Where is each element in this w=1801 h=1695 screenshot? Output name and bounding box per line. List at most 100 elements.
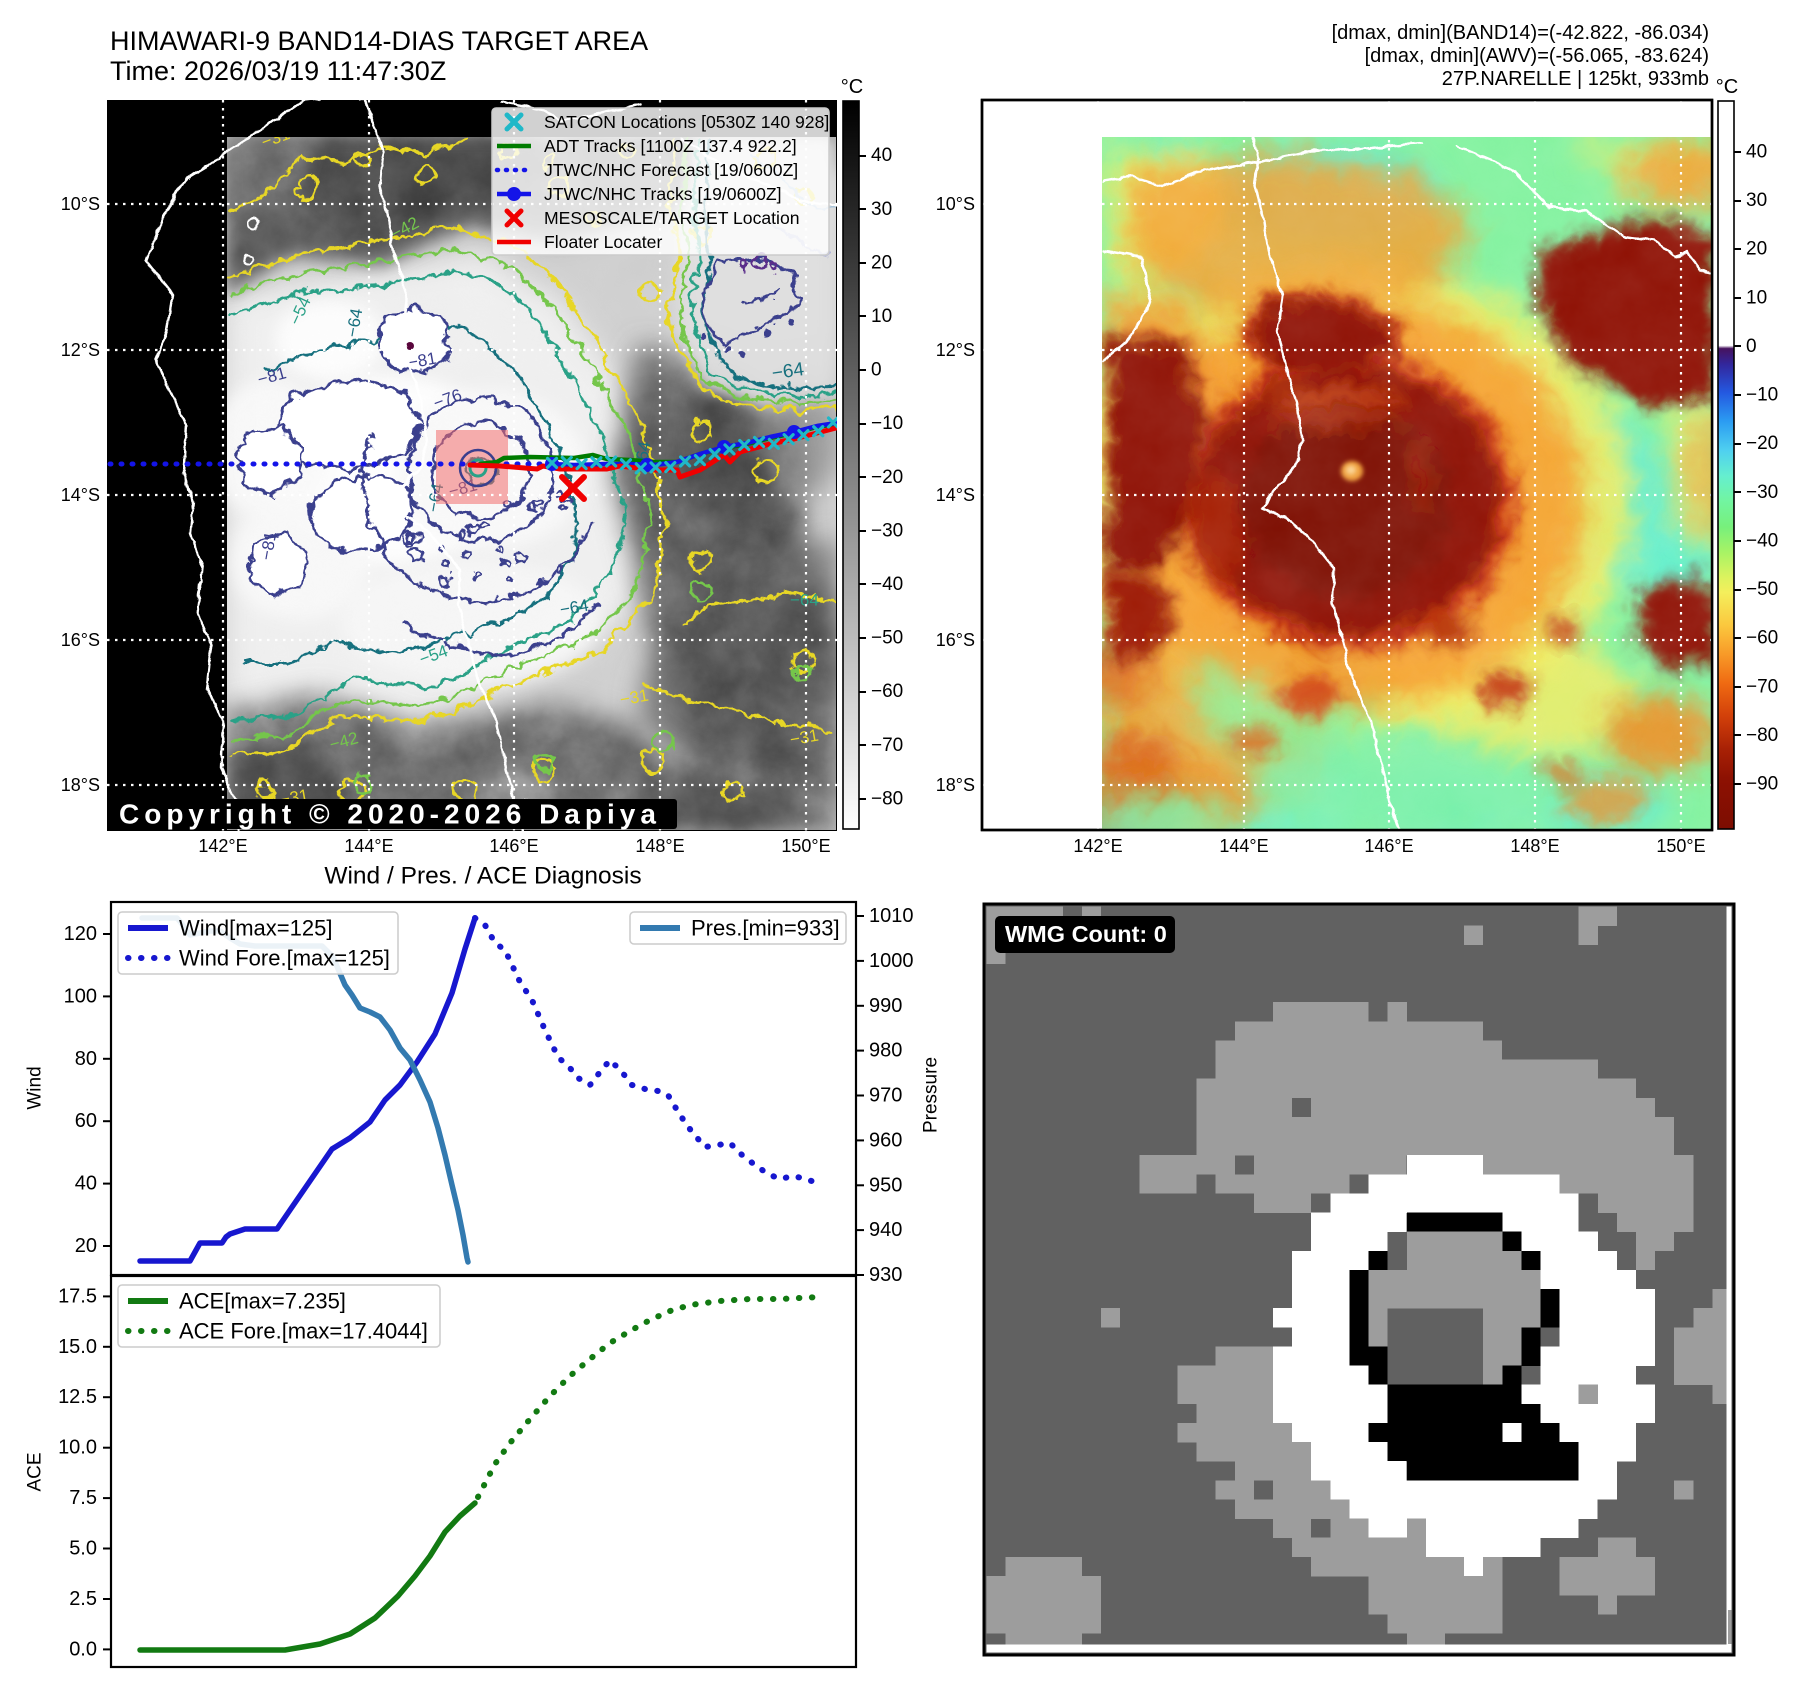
svg-text:14°S: 14°S: [61, 485, 100, 505]
svg-text:10.0: 10.0: [58, 1437, 97, 1459]
svg-text:7.5: 7.5: [69, 1487, 97, 1509]
svg-text:WMG Count: 0: WMG Count: 0: [1005, 921, 1167, 947]
svg-text:14°S: 14°S: [936, 485, 975, 505]
svg-text:−70: −70: [871, 735, 903, 756]
svg-text:120: 120: [64, 923, 97, 945]
svg-text:16°S: 16°S: [61, 630, 100, 650]
svg-text:−90: −90: [1746, 774, 1778, 795]
svg-text:0.0: 0.0: [69, 1638, 97, 1660]
svg-text:SATCON Locations [0530Z 140 92: SATCON Locations [0530Z 140 928]: [544, 112, 829, 132]
svg-text:−64: −64: [558, 596, 590, 620]
svg-text:10°S: 10°S: [61, 194, 100, 214]
svg-text:−81: −81: [257, 530, 281, 562]
svg-text:Wind[max=125]: Wind[max=125]: [179, 916, 332, 941]
svg-text:HIMAWARI-9 BAND14-DIAS TARGET: HIMAWARI-9 BAND14-DIAS TARGET AREA: [110, 26, 648, 56]
svg-text:60: 60: [75, 1110, 97, 1132]
svg-text:142°E: 142°E: [1073, 836, 1122, 856]
svg-text:930: 930: [869, 1264, 902, 1286]
svg-text:−64: −64: [790, 591, 819, 610]
svg-text:Wind: Wind: [25, 1066, 46, 1109]
svg-text:148°E: 148°E: [635, 836, 684, 856]
svg-text:18°S: 18°S: [936, 775, 975, 795]
svg-text:MESOSCALE/TARGET Location: MESOSCALE/TARGET Location: [544, 208, 800, 228]
svg-text:15.0: 15.0: [58, 1336, 97, 1358]
svg-text:100: 100: [64, 985, 97, 1007]
svg-text:1010: 1010: [869, 905, 914, 927]
svg-text:18°S: 18°S: [61, 775, 100, 795]
svg-text:Pres.[min=933]: Pres.[min=933]: [691, 916, 840, 941]
svg-text:10: 10: [1746, 287, 1767, 308]
svg-text:30: 30: [871, 199, 892, 220]
svg-text:°C: °C: [841, 76, 863, 98]
svg-text:−10: −10: [871, 413, 903, 434]
svg-text:960: 960: [869, 1129, 902, 1151]
svg-text:ACE[max=7.235]: ACE[max=7.235]: [179, 1289, 346, 1314]
svg-text:40: 40: [1746, 142, 1767, 163]
svg-text:−50: −50: [1746, 579, 1778, 600]
svg-text:144°E: 144°E: [344, 836, 393, 856]
svg-text:ACE Fore.[max=17.4044]: ACE Fore.[max=17.4044]: [179, 1319, 428, 1344]
svg-text:−30: −30: [871, 520, 903, 541]
svg-text:20: 20: [871, 252, 892, 273]
svg-text:JTWC/NHC Forecast [19/0600Z]: JTWC/NHC Forecast [19/0600Z]: [544, 160, 798, 180]
svg-text:5.0: 5.0: [69, 1538, 97, 1560]
svg-text:12.5: 12.5: [58, 1386, 97, 1408]
svg-text:−60: −60: [1746, 628, 1778, 649]
svg-text:−80: −80: [1746, 725, 1778, 746]
svg-text:950: 950: [869, 1174, 902, 1196]
svg-text:−20: −20: [1746, 433, 1778, 454]
svg-text:−40: −40: [871, 574, 903, 595]
svg-text:40: 40: [75, 1173, 97, 1195]
svg-text:Floater Locater: Floater Locater: [544, 232, 662, 252]
svg-text:−10: −10: [1746, 385, 1778, 406]
svg-text:150°E: 150°E: [781, 836, 830, 856]
svg-text:Wind / Pres. / ACE Diagnosis: Wind / Pres. / ACE Diagnosis: [324, 863, 641, 890]
svg-text:146°E: 146°E: [1364, 836, 1413, 856]
svg-text:30: 30: [1746, 190, 1767, 211]
svg-text:144°E: 144°E: [1219, 836, 1268, 856]
svg-text:148°E: 148°E: [1510, 836, 1559, 856]
svg-text:0: 0: [1746, 336, 1757, 357]
svg-text:970: 970: [869, 1085, 902, 1107]
svg-text:−20: −20: [871, 467, 903, 488]
svg-text:12°S: 12°S: [61, 340, 100, 360]
svg-text:10°S: 10°S: [936, 194, 975, 214]
svg-text:80: 80: [75, 1048, 97, 1070]
svg-text:980: 980: [869, 1040, 902, 1062]
svg-text:−50: −50: [871, 628, 903, 649]
svg-text:10: 10: [871, 306, 892, 327]
svg-text:Copyright © 2020-2026 Dapiya: Copyright © 2020-2026 Dapiya: [119, 799, 661, 830]
svg-text:12°S: 12°S: [936, 340, 975, 360]
svg-text:150°E: 150°E: [1656, 836, 1705, 856]
svg-text:20: 20: [75, 1235, 97, 1257]
svg-text:17.5: 17.5: [58, 1285, 97, 1307]
svg-text:27P.NARELLE | 125kt, 933mb: 27P.NARELLE | 125kt, 933mb: [1442, 68, 1709, 90]
svg-text:−80: −80: [871, 788, 903, 809]
svg-text:Time: 2026/03/19 11:47:30Z: Time: 2026/03/19 11:47:30Z: [110, 56, 446, 86]
svg-text:−64: −64: [771, 359, 806, 384]
svg-text:−40: −40: [1746, 530, 1778, 551]
svg-text:−81: −81: [406, 349, 438, 373]
svg-text:−30: −30: [1746, 482, 1778, 503]
svg-text:−64: −64: [343, 307, 367, 339]
svg-text:°C: °C: [1716, 76, 1738, 98]
svg-text:Wind Fore.[max=125]: Wind Fore.[max=125]: [179, 946, 390, 971]
svg-text:1000: 1000: [869, 950, 914, 972]
svg-text:142°E: 142°E: [198, 836, 247, 856]
svg-text:[dmax, dmin](AWV)=(-56.065, -8: [dmax, dmin](AWV)=(-56.065, -83.624): [1365, 45, 1709, 67]
svg-text:990: 990: [869, 995, 902, 1017]
svg-text:40: 40: [871, 145, 892, 166]
svg-text:Pressure: Pressure: [921, 1057, 942, 1133]
svg-text:146°E: 146°E: [489, 836, 538, 856]
svg-text:−70: −70: [1746, 676, 1778, 697]
svg-text:−31: −31: [788, 726, 820, 750]
svg-text:[dmax, dmin](BAND14)=(-42.822,: [dmax, dmin](BAND14)=(-42.822, -86.034): [1332, 22, 1709, 44]
svg-text:−31: −31: [618, 686, 650, 710]
svg-text:ACE: ACE: [25, 1452, 46, 1491]
svg-text:JTWC/NHC Tracks [19/0600Z]: JTWC/NHC Tracks [19/0600Z]: [544, 184, 782, 204]
svg-text:ADT Tracks [1100Z 137.4 922.2]: ADT Tracks [1100Z 137.4 922.2]: [544, 136, 797, 156]
svg-text:0: 0: [871, 360, 882, 381]
svg-text:−60: −60: [871, 681, 903, 702]
svg-text:940: 940: [869, 1219, 902, 1241]
svg-text:16°S: 16°S: [936, 630, 975, 650]
